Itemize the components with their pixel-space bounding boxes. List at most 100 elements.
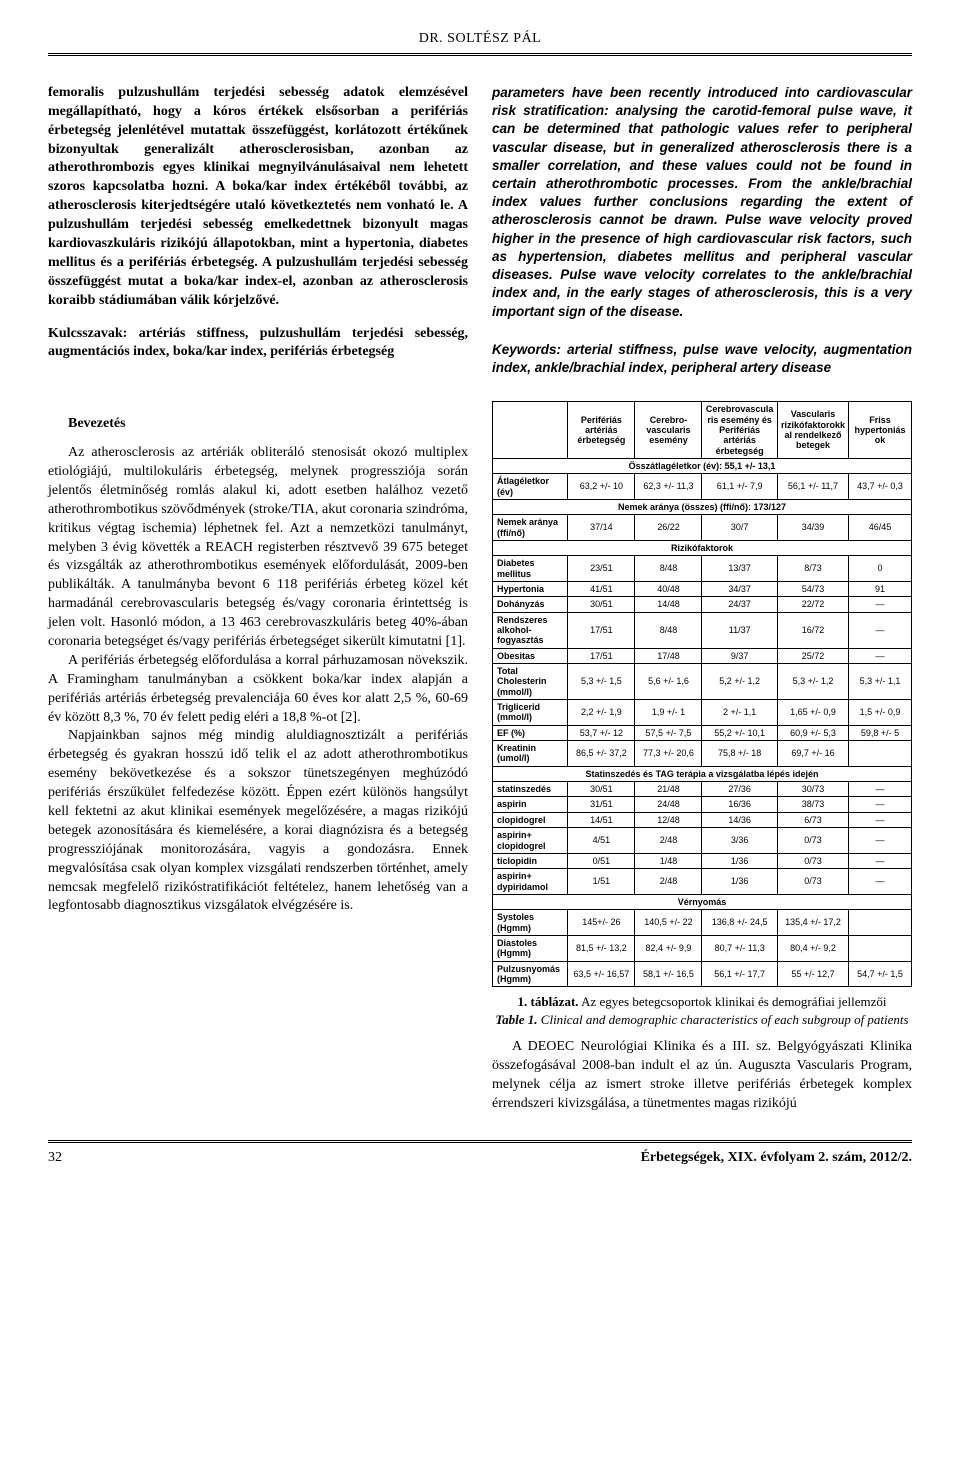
table-span-cell: Összátlagéletkor (év): 55,1 +/- 13,1 bbox=[493, 458, 912, 473]
table-cell: — bbox=[849, 869, 912, 895]
table-cell: 14/36 bbox=[702, 812, 777, 827]
row-head-cell: EF (%) bbox=[493, 725, 568, 740]
table-row: ticlopidin0/511/481/360/73— bbox=[493, 853, 912, 868]
table-cell: 1/36 bbox=[702, 853, 777, 868]
row-head-cell: aspirin bbox=[493, 797, 568, 812]
table-cell: 136,8 +/- 24,5 bbox=[702, 910, 777, 936]
row-head-cell: Obesitas bbox=[493, 648, 568, 663]
table-cell: 61,1 +/- 7,9 bbox=[702, 474, 777, 500]
table-cell: — bbox=[849, 853, 912, 868]
table-cell: 4/51 bbox=[568, 828, 635, 854]
th-4: Vascularis rizikófaktorokkal rendelkező … bbox=[777, 402, 848, 459]
row-head-cell: statinszedés bbox=[493, 782, 568, 797]
table-cell: 24/48 bbox=[635, 797, 702, 812]
th-2: Cerebro-vascularis esemény bbox=[635, 402, 702, 459]
row-head-cell: aspirin+ clopidogrel bbox=[493, 828, 568, 854]
row-head-cell: Total Cholesterin (mmol/l) bbox=[493, 664, 568, 700]
caption-en-rest: Clinical and demographic characteristics… bbox=[538, 1012, 909, 1027]
table-cell: 135,4 +/- 17,2 bbox=[777, 910, 848, 936]
table-cell: 69,7 +/- 16 bbox=[777, 741, 848, 767]
table-cell: 1/36 bbox=[702, 869, 777, 895]
table-cell: 0/73 bbox=[777, 853, 848, 868]
table-cell: 12/48 bbox=[635, 812, 702, 827]
table-cell: 2 +/- 1,1 bbox=[702, 700, 777, 726]
row-head-cell: Átlagéletkor (év) bbox=[493, 474, 568, 500]
table-cell: 56,1 +/- 11,7 bbox=[777, 474, 848, 500]
body-p1: Az atherosclerosis az artériák obliterál… bbox=[48, 444, 468, 652]
table-cell: 16/36 bbox=[702, 797, 777, 812]
table-cell: 41/51 bbox=[568, 581, 635, 596]
row-head-cell: Rendszeres alkohol-fogyasztás bbox=[493, 612, 568, 648]
th-0 bbox=[493, 402, 568, 459]
table-cell: 34/37 bbox=[702, 581, 777, 596]
table-span-row: Összátlagéletkor (év): 55,1 +/- 13,1 bbox=[493, 458, 912, 473]
table-row: Rendszeres alkohol-fogyasztás17/518/4811… bbox=[493, 612, 912, 648]
table-cell: 55 +/- 12,7 bbox=[777, 961, 848, 987]
left-column: Bevezetés Az atherosclerosis az artériák… bbox=[48, 401, 468, 1114]
footer: 32 Érbetegségek, XIX. évfolyam 2. szám, … bbox=[48, 1140, 912, 1168]
table-cell: 59,8 +/- 5 bbox=[849, 725, 912, 740]
table-row: Nemek aránya (ffi/nő)37/1426/2230/734/39… bbox=[493, 515, 912, 541]
table-cell: 26/22 bbox=[635, 515, 702, 541]
table-cell: 6/73 bbox=[777, 812, 848, 827]
table-cell: 80,7 +/- 11,3 bbox=[702, 935, 777, 961]
table-span-cell: Nemek aránya (összes) (ffi/nő): 173/127 bbox=[493, 499, 912, 514]
caption-hu-bold: 1. táblázat. bbox=[518, 994, 579, 1009]
table-cell: 63,5 +/- 16,57 bbox=[568, 961, 635, 987]
table-cell: 62,3 +/- 11,3 bbox=[635, 474, 702, 500]
table-cell: 55,2 +/- 10,1 bbox=[702, 725, 777, 740]
row-head-cell: Triglicerid (mmol/l) bbox=[493, 700, 568, 726]
row-head-cell: ticlopidin bbox=[493, 853, 568, 868]
table-cell: 1/51 bbox=[568, 869, 635, 895]
table-row: Dohányzás30/5114/4824/3722/72— bbox=[493, 597, 912, 612]
abstract-hu-col: femoralis pulzushullám terjedési sebessé… bbox=[48, 84, 468, 377]
table-cell: 13/37 bbox=[702, 556, 777, 582]
table-cell: 1/48 bbox=[635, 853, 702, 868]
table-cell: 2/48 bbox=[635, 869, 702, 895]
caption-hu: 1. táblázat. Az egyes betegcsoportok kli… bbox=[492, 993, 912, 1011]
caption-en-bold: Table 1. bbox=[495, 1012, 537, 1027]
row-head-cell: Systoles (Hgmm) bbox=[493, 910, 568, 936]
table-header-row: Perifériás artériás érbetegség Cerebro-v… bbox=[493, 402, 912, 459]
table-cell: — bbox=[849, 782, 912, 797]
footer-page: 32 bbox=[48, 1149, 62, 1168]
table-cell: 2/48 bbox=[635, 828, 702, 854]
body-p3: Napjainkban sajnos még mindig aluldiagno… bbox=[48, 727, 468, 916]
table-row: aspirin+ dypiridamol1/512/481/360/73— bbox=[493, 869, 912, 895]
table-cell: 77,3 +/- 20,6 bbox=[635, 741, 702, 767]
table-row: Systoles (Hgmm)145+/- 26140,5 +/- 22136,… bbox=[493, 910, 912, 936]
th-1: Perifériás artériás érbetegség bbox=[568, 402, 635, 459]
table-cell: 54,7 +/- 1,5 bbox=[849, 961, 912, 987]
right-column: Perifériás artériás érbetegség Cerebro-v… bbox=[492, 401, 912, 1114]
table-cell: 30/73 bbox=[777, 782, 848, 797]
table-cell: — bbox=[849, 648, 912, 663]
table-cell: 3/36 bbox=[702, 828, 777, 854]
table-cell: 5,2 +/- 1,2 bbox=[702, 664, 777, 700]
table-cell: 8/48 bbox=[635, 556, 702, 582]
row-head-cell: Dohányzás bbox=[493, 597, 568, 612]
table-cell: 0 bbox=[849, 556, 912, 582]
table-cell: 30/51 bbox=[568, 597, 635, 612]
table-cell: 53,7 +/- 12 bbox=[568, 725, 635, 740]
table-row: clopidogrel14/5112/4814/366/73— bbox=[493, 812, 912, 827]
row-head-cell: Kreatinin (umol/l) bbox=[493, 741, 568, 767]
table-cell: 16/72 bbox=[777, 612, 848, 648]
lower-columns: Bevezetés Az atherosclerosis az artériák… bbox=[48, 401, 912, 1114]
table-cell bbox=[849, 741, 912, 767]
table-row: Hypertonia41/5140/4834/3754/7391 bbox=[493, 581, 912, 596]
table-row: aspirin31/5124/4816/3638/73— bbox=[493, 797, 912, 812]
table-cell bbox=[849, 935, 912, 961]
table-cell: 54/73 bbox=[777, 581, 848, 596]
table-row: Kreatinin (umol/l)86,5 +/- 37,277,3 +/- … bbox=[493, 741, 912, 767]
table-cell: — bbox=[849, 797, 912, 812]
abstract-en: parameters have been recently introduced… bbox=[492, 84, 912, 321]
body-p2: A perifériás érbetegség előfordulása a k… bbox=[48, 652, 468, 728]
table-cell: 86,5 +/- 37,2 bbox=[568, 741, 635, 767]
table-cell: 25/72 bbox=[777, 648, 848, 663]
table-span-cell: Vérnyomás bbox=[493, 894, 912, 909]
table-cell: 56,1 +/- 17,7 bbox=[702, 961, 777, 987]
table-cell: 140,5 +/- 22 bbox=[635, 910, 702, 936]
table-cell: 1,5 +/- 0,9 bbox=[849, 700, 912, 726]
keywords-hu: Kulcsszavak: artériás stiffness, pulzush… bbox=[48, 325, 468, 363]
table-cell: 8/48 bbox=[635, 612, 702, 648]
